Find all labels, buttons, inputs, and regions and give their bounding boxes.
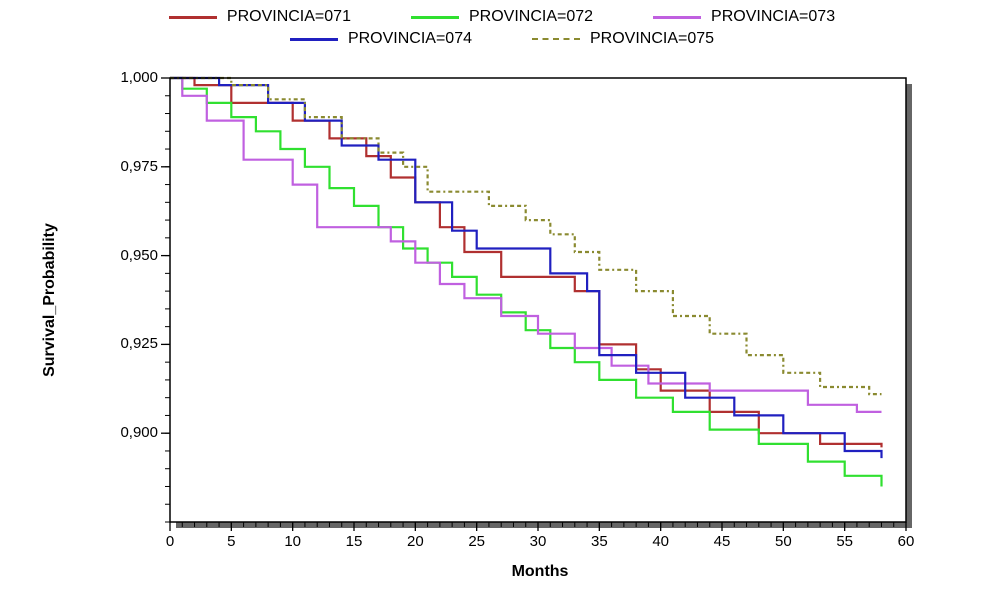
chart-page: PROVINCIA=071 PROVINCIA=072 PROVINCIA=07…	[0, 0, 1004, 591]
xtick-label: 0	[155, 533, 185, 550]
xtick-label: 5	[216, 533, 246, 550]
xtick-label: 25	[462, 533, 492, 550]
ytick-label: 1,000	[98, 69, 158, 86]
ytick-label: 0,950	[98, 247, 158, 264]
xtick-label: 50	[768, 533, 798, 550]
ytick-label: 0,900	[98, 424, 158, 441]
xtick-label: 20	[400, 533, 430, 550]
xtick-label: 35	[584, 533, 614, 550]
ytick-label: 0,925	[98, 335, 158, 352]
xtick-label: 60	[891, 533, 921, 550]
xtick-label: 30	[523, 533, 553, 550]
ytick-label: 0,975	[98, 158, 158, 175]
xtick-label: 15	[339, 533, 369, 550]
xtick-label: 55	[830, 533, 860, 550]
plot-svg	[0, 0, 1004, 591]
xtick-label: 10	[278, 533, 308, 550]
xtick-label: 45	[707, 533, 737, 550]
xtick-label: 40	[646, 533, 676, 550]
